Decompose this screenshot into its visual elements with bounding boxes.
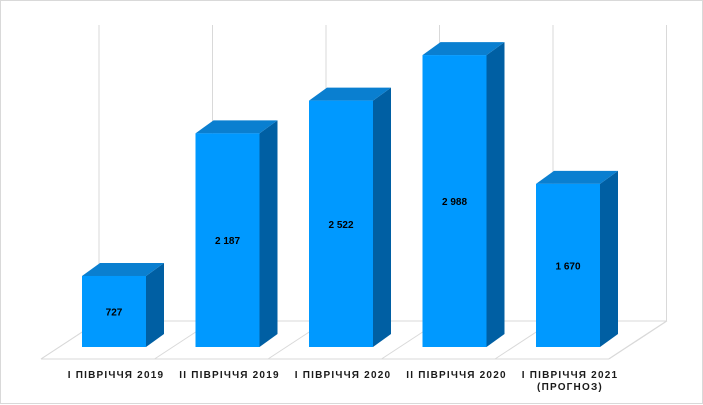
category-label: ІІ ПІВРІЧЧЯ 2020 bbox=[406, 370, 506, 381]
data-label: 1 670 bbox=[555, 261, 580, 272]
bar-top-face bbox=[536, 170, 618, 184]
bar-top-face bbox=[82, 262, 164, 276]
category-label: І ПІВРІЧЧЯ 2020 bbox=[295, 370, 391, 381]
data-label: 2 522 bbox=[328, 220, 353, 231]
bar bbox=[82, 275, 146, 347]
bar-side-face bbox=[146, 262, 164, 347]
bar bbox=[309, 100, 373, 347]
bar-side-face bbox=[373, 87, 391, 348]
bar-side-face bbox=[259, 120, 278, 347]
bar-top-face bbox=[422, 42, 505, 56]
bar bbox=[536, 183, 600, 347]
data-label: 2 187 bbox=[215, 236, 240, 247]
floor-gridline bbox=[608, 320, 667, 360]
bar-side-face bbox=[486, 42, 505, 348]
category-label: (ПРОГНОЗ) bbox=[537, 382, 603, 393]
bar-side-face bbox=[600, 170, 618, 347]
data-label: 2 988 bbox=[442, 197, 467, 208]
data-label: 727 bbox=[106, 307, 123, 318]
bar-top-face bbox=[309, 87, 391, 101]
bar bbox=[422, 55, 487, 348]
category-label: І ПІВРІЧЧЯ 2021 bbox=[522, 370, 618, 381]
category-label: І ПІВРІЧЧЯ 2019 bbox=[68, 370, 164, 381]
category-label: ІІ ПІВРІЧЧЯ 2019 bbox=[179, 370, 279, 381]
bar bbox=[195, 133, 260, 347]
bar-top-face bbox=[195, 120, 278, 134]
